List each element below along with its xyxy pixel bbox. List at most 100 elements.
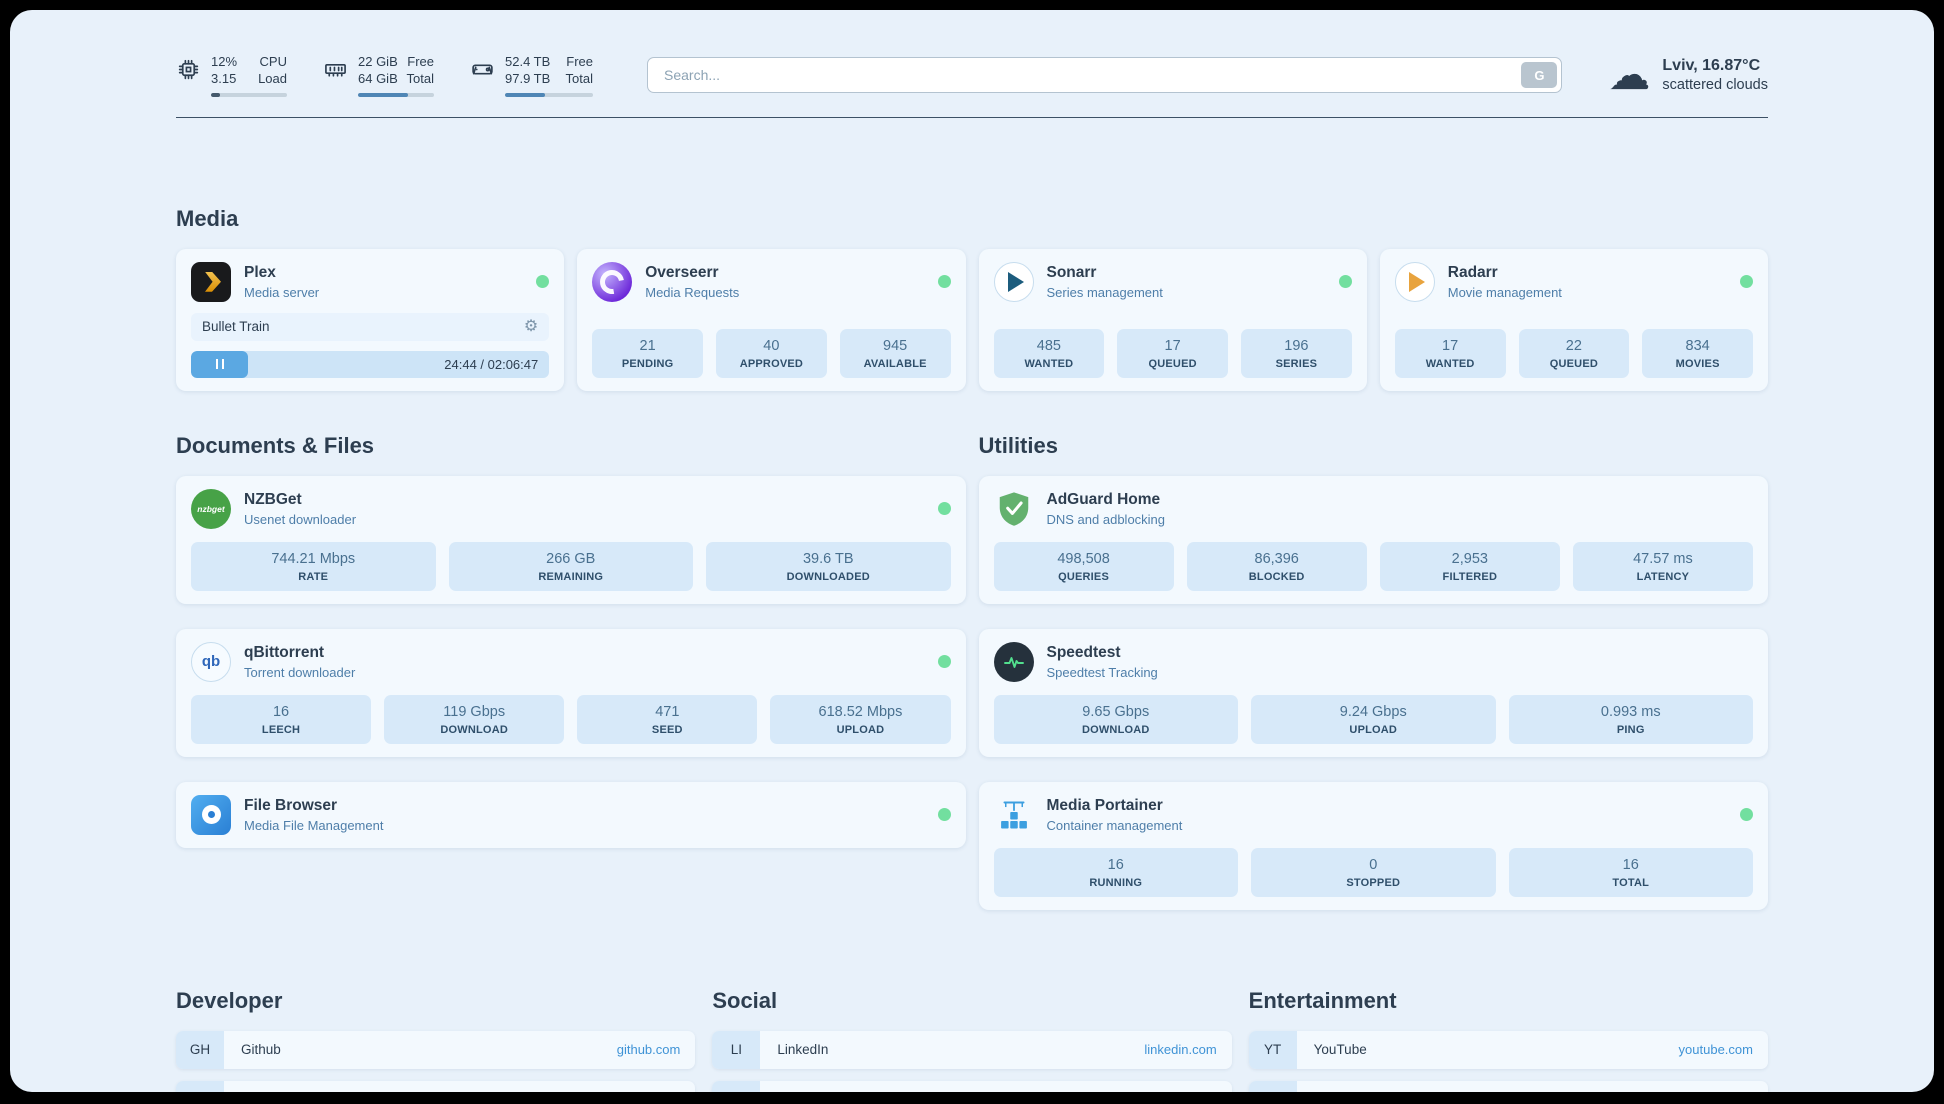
bookmark-name: YouTube — [1313, 1042, 1367, 1058]
section-title-social: Social — [712, 987, 778, 1013]
stat-label: REMAINING — [538, 570, 604, 583]
hard-drive-icon — [470, 57, 495, 82]
settings-gear-icon[interactable]: ⚙ — [523, 317, 539, 335]
search-engine-button[interactable]: G — [1521, 62, 1558, 89]
portainer-icon — [994, 795, 1034, 835]
bookmark-url[interactable]: github.com — [616, 1042, 681, 1058]
stat-label: DOWNLOADED — [786, 570, 870, 583]
ram-total-value: 64 GiB — [358, 70, 398, 86]
status-dot — [1338, 275, 1352, 289]
app-card-sonarr[interactable]: Sonarr Series management 485 WANTED 17 Q… — [978, 248, 1367, 391]
stat-label: TOTAL — [1612, 876, 1650, 889]
stat-tile: 9.65 Gbps DOWNLOAD — [993, 694, 1238, 744]
bookmark-url[interactable]: linkedin.com — [1144, 1042, 1217, 1058]
stat-tile: 485 WANTED — [993, 328, 1105, 378]
weather-condition: scattered clouds — [1662, 77, 1768, 94]
stat-tile: 21 PENDING — [592, 328, 703, 378]
stat-tile: 47.57 ms LATENCY — [1572, 541, 1753, 591]
filebrowser-icon — [191, 794, 231, 835]
stat-label: MOVIES — [1675, 357, 1720, 370]
app-card-radarr[interactable]: Radarr Movie management 17 WANTED 22 QUE… — [1379, 248, 1768, 391]
stat-tile: 0 STOPPED — [1251, 847, 1496, 897]
cloud-icon: ☁ — [1608, 51, 1651, 99]
stat-value: 16 — [1622, 856, 1639, 873]
app-card-adguard[interactable]: AdGuard Home DNS and adblocking 498,508 … — [978, 475, 1768, 604]
section-title-utilities: Utilities — [978, 432, 1058, 458]
bookmark-name: Github — [241, 1042, 281, 1058]
app-name: AdGuard Home — [1046, 490, 1161, 508]
app-card-overseerr[interactable]: Overseerr Media Requests 21 PENDING 40 A… — [577, 248, 966, 391]
app-name: Media Portainer — [1046, 796, 1163, 814]
radarr-icon — [1394, 261, 1435, 302]
section-title-media: Media — [176, 205, 239, 231]
stat-tile: 945 AVAILABLE — [839, 328, 951, 378]
stat-label: LATENCY — [1636, 570, 1690, 583]
app-subtitle: Usenet downloader — [244, 511, 357, 527]
app-card-plex[interactable]: Plex Media server Bullet Train ⚙ 24:44 — [176, 248, 565, 391]
cpu-stat: 12% CPU 3.15 Load — [176, 54, 287, 97]
overseerr-icon — [592, 261, 633, 302]
bookmark-github[interactable]: GH Github github.com — [176, 1030, 696, 1069]
stat-value: 498,508 — [1057, 550, 1110, 567]
bookmark-youtube[interactable]: YT YouTube youtube.com — [1248, 1030, 1768, 1069]
bookmark-twitter[interactable]: TW Twitter twitter.com — [712, 1080, 1232, 1092]
stat-tile: 119 Gbps DOWNLOAD — [384, 694, 565, 744]
stat-value: 21 — [639, 337, 656, 354]
speedtest-icon — [993, 641, 1034, 682]
nzbget-icon: nzbget — [191, 488, 231, 529]
app-subtitle: Media Requests — [645, 284, 740, 300]
ram-usage-bar — [358, 92, 434, 97]
search-input[interactable] — [647, 57, 1563, 94]
status-dot — [937, 275, 951, 289]
sonarr-icon — [993, 261, 1034, 302]
app-subtitle: Torrent downloader — [244, 664, 356, 680]
section-media: Media Plex Media server Bullet Train ⚙ — [176, 206, 1768, 391]
disk-total-label: Total — [565, 70, 593, 86]
bookmark-abbr: SO — [176, 1080, 224, 1092]
app-card-speedtest[interactable]: Speedtest Speedtest Tracking 9.65 Gbps D… — [978, 628, 1768, 757]
stat-label: APPROVED — [739, 357, 804, 370]
app-subtitle: Media File Management — [244, 817, 384, 833]
playback-time: 24:44 / 02:06:47 — [444, 356, 539, 372]
app-name: Overseerr — [645, 263, 719, 281]
adguard-icon — [994, 489, 1034, 529]
stat-value: 86,396 — [1254, 550, 1299, 567]
bookmark-url[interactable]: youtube.com — [1678, 1042, 1753, 1058]
app-card-portainer[interactable]: Media Portainer Container management 16 … — [978, 781, 1768, 910]
cpu-label: CPU — [259, 54, 287, 69]
cpu-usage-bar — [211, 92, 287, 97]
bookmark-netflix[interactable]: NF Netflix netflix.com — [1248, 1080, 1768, 1092]
disk-total-value: 97.9 TB — [505, 70, 551, 86]
stat-label: AVAILABLE — [863, 357, 927, 370]
app-card-qbittorrent[interactable]: qb qBittorrent Torrent downloader 16 LEE… — [176, 628, 966, 757]
stat-label: WANTED — [1425, 357, 1475, 370]
app-name: Plex — [244, 263, 276, 281]
app-name: File Browser — [244, 796, 338, 814]
disk-stat: 52.4 TB Free 97.9 TB Total — [470, 54, 593, 97]
ram-free-label: Free — [407, 54, 434, 69]
disk-free-label: Free — [566, 54, 593, 69]
section-documents: Documents & Files nzbget NZBGet Usenet d… — [176, 433, 966, 848]
bookmark-stackoverflow[interactable]: SO StackOverflow stackoverflow.com — [176, 1080, 696, 1092]
bookmark-linkedin[interactable]: LI LinkedIn linkedin.com — [712, 1030, 1232, 1069]
stat-value: 9.65 Gbps — [1082, 703, 1150, 720]
stat-tile: 834 MOVIES — [1642, 328, 1753, 378]
stat-value: 17 — [1164, 337, 1181, 354]
stat-value: 22 — [1565, 337, 1582, 354]
app-card-nzbget[interactable]: nzbget NZBGet Usenet downloader 744.21 M… — [176, 475, 966, 604]
stat-tile: 498,508 QUERIES — [993, 541, 1174, 591]
stat-value: 618.52 Mbps — [818, 703, 903, 720]
stat-tile: 17 QUEUED — [1117, 328, 1228, 378]
stat-tile: 39.6 TB DOWNLOADED — [706, 541, 951, 591]
bookmark-abbr: GH — [176, 1030, 224, 1069]
app-name: Radarr — [1447, 263, 1498, 281]
app-name: qBittorrent — [244, 643, 325, 661]
app-card-filebrowser[interactable]: File Browser Media File Management — [176, 781, 966, 848]
app-name: Sonarr — [1046, 263, 1097, 281]
stat-tile: 744.21 Mbps RATE — [191, 541, 436, 591]
weather-location: Lviv, 16.87°C — [1662, 57, 1761, 75]
disk-free-value: 52.4 TB — [505, 54, 551, 69]
bookmark-abbr: LI — [712, 1030, 761, 1069]
stat-tile: 471 SEED — [577, 694, 758, 744]
dashboard: 12% CPU 3.15 Load — [10, 10, 1934, 1092]
